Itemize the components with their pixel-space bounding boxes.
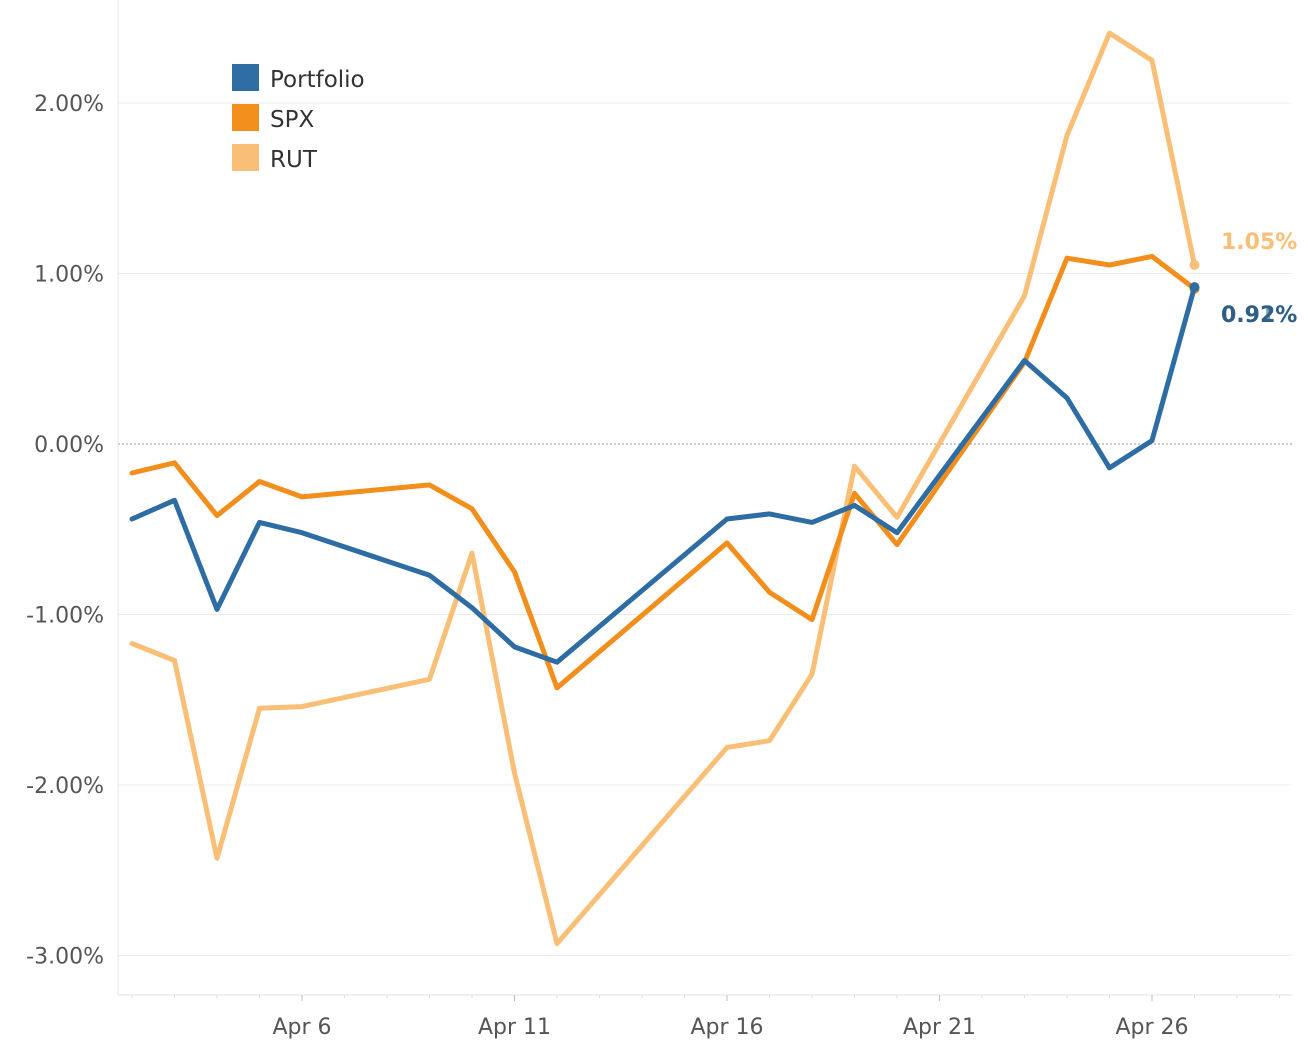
legend-swatch-spx: [232, 104, 259, 131]
end-label-portfolio: 0.92%: [1221, 303, 1297, 328]
x-tick-label: Apr 11: [478, 1015, 551, 1040]
end-point-rut: [1189, 259, 1200, 270]
y-tick-label: -2.00%: [26, 774, 104, 799]
y-tick-label: -3.00%: [26, 945, 104, 970]
end-point-portfolio: [1189, 282, 1200, 293]
legend-label-portfolio: Portfolio: [270, 67, 365, 93]
end-label-spx: 0.91%: [1221, 303, 1297, 328]
legend-label-spx: SPX: [270, 107, 314, 133]
series-line-portfolio: [129, 284, 1197, 665]
end-labels: 1.05% 0.91%0.92%: [1221, 230, 1297, 328]
y-tick-label: 2.00%: [34, 92, 104, 117]
legend-swatch-rut: [232, 144, 259, 171]
series-line-rut: [129, 30, 1197, 947]
axes: 2.00% 1.00% 0.00% -1.00% -2.00% -3.00% Apr 6 Ap…: [26, 0, 1292, 1040]
y-tick-label: 0.00%: [34, 433, 104, 458]
legend: Portfolio SPX RUT: [232, 64, 365, 173]
x-tick-label: Apr 21: [903, 1015, 976, 1040]
legend-label-rut: RUT: [270, 147, 318, 173]
gridlines: [118, 102, 1292, 956]
y-tick-label: 1.00%: [34, 263, 104, 288]
x-tick-label: Apr 16: [690, 1015, 763, 1040]
x-tick-label: Apr 6: [272, 1015, 331, 1040]
legend-swatch-portfolio: [232, 64, 259, 91]
y-tick-label: -1.00%: [26, 604, 104, 629]
end-label-rut: 1.05%: [1221, 230, 1297, 255]
series-lines: [129, 30, 1200, 947]
series-line-spx: [129, 253, 1197, 691]
x-tick-label: Apr 26: [1115, 1015, 1188, 1040]
